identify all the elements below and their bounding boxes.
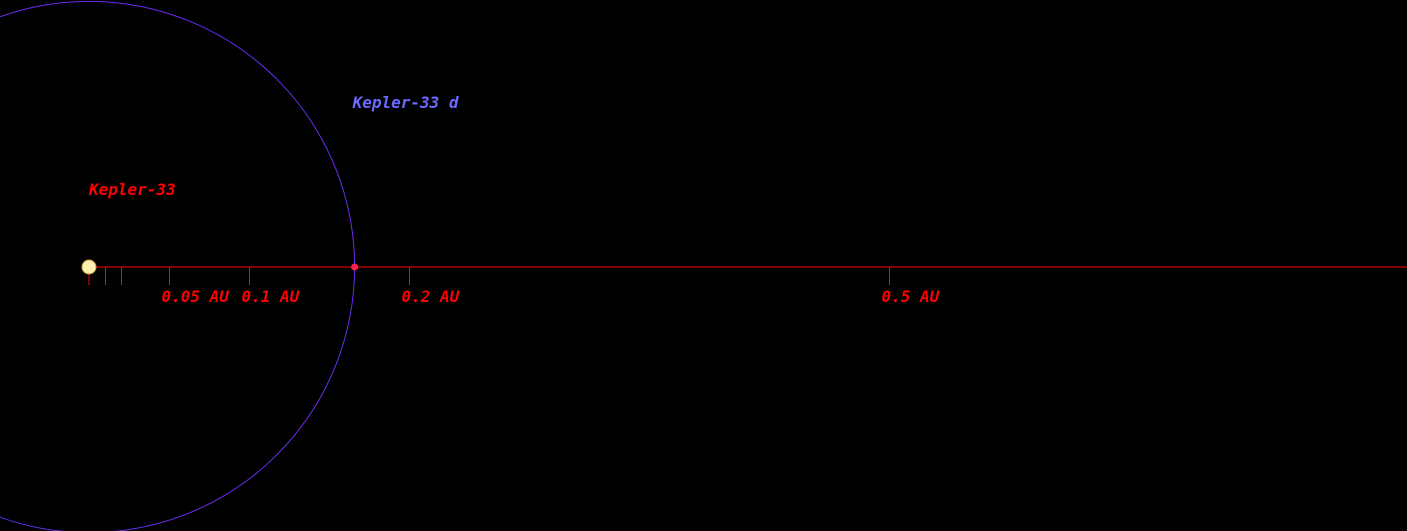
scale-tick-label: 0.05 AU: [162, 287, 230, 306]
scale-tick-label: 0.2 AU: [402, 287, 460, 306]
scale-tick-label: 0.5 AU: [882, 287, 940, 306]
planet-icon: [351, 263, 359, 271]
orbit-path: [0, 0, 356, 531]
orbits-layer: [0, 0, 356, 531]
star-icon: [81, 259, 97, 275]
star-name-label: Kepler-33: [88, 180, 176, 199]
planet-name-label: Kepler-33 d: [352, 93, 459, 112]
scale-tick-label: 0.1 AU: [242, 287, 300, 306]
labels-layer: Kepler-33 Kepler-33 d: [88, 93, 459, 199]
bodies-layer: [81, 259, 359, 275]
scale-ticks: 0.05 AU 0.1 AU 0.2 AU 0.5 AU: [88, 267, 940, 306]
